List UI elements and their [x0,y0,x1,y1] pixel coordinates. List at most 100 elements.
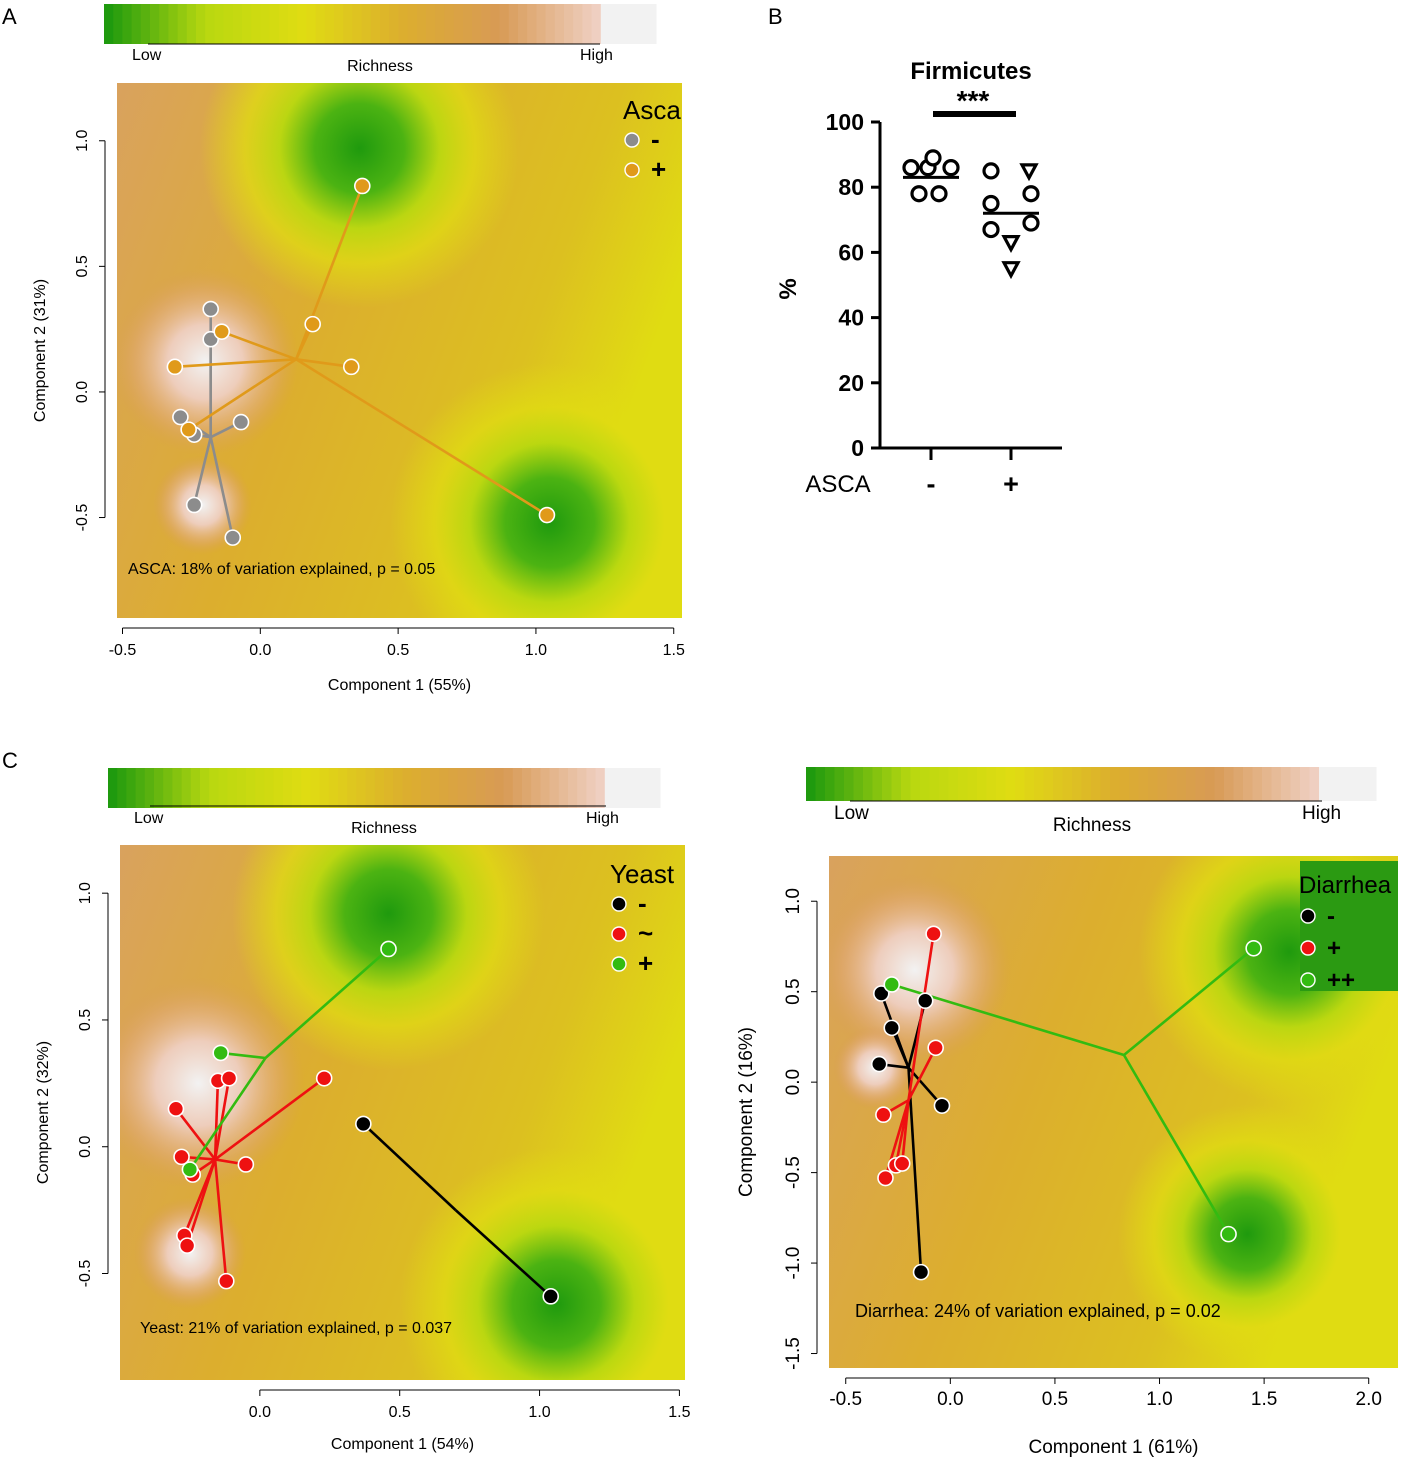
colorbar-high-label: High [1302,803,1341,824]
colorbar-swatch [200,768,210,808]
colorbar-swatch [297,4,307,44]
colorbar-swatch [568,768,578,808]
colorbar-swatch [1129,767,1140,801]
colorbar-swatch [1034,767,1045,801]
y-tick-label: -0.5 [77,1260,94,1288]
colorbar-swatch [117,768,127,808]
colorbar-swatch [273,768,284,808]
variation-annotation: ASCA: 18% of variation explained, p = 0.… [128,561,435,578]
colorbar-swatch [939,767,950,801]
spider-line [213,1080,220,1160]
sample-point [912,1263,930,1281]
colorbar-swatch [582,4,593,44]
sample-point [213,323,231,340]
colorbar-swatch [485,768,495,808]
colorbar-swatch [384,768,394,808]
spider-line [187,358,297,431]
x-tick-label: 0.0 [937,1389,963,1410]
sample-point [224,529,242,546]
legend-label: ++ [1327,967,1355,994]
colorbar-swatch [650,768,661,808]
colorbar-swatch [439,768,449,808]
colorbar-swatch [1062,767,1073,801]
sample-circle [1022,185,1040,203]
spider-line [454,1209,552,1298]
colorbar-swatch [1148,767,1159,801]
spider-line [900,1100,910,1164]
panel-label-b: B [768,4,783,29]
y-tick-label: 0.0 [77,1136,94,1158]
sample-point [315,1069,333,1087]
colorbar-swatch [1091,767,1102,801]
colorbar-swatch [264,768,275,808]
colorbar-swatch [380,4,390,44]
colorbar-swatch [260,4,271,44]
colorbar-swatch [122,4,133,44]
colorbar-swatch [472,4,482,44]
colorbar-swatch [1081,767,1092,801]
y-tick-label: 0.0 [783,1069,804,1095]
colorbar-swatch [910,767,921,801]
colorbar-swatch [996,767,1007,801]
sample-circle [982,220,1000,239]
sample-circle [902,159,920,177]
colorbar-swatch [356,768,367,808]
legend-title: Diarrhea [1299,872,1392,899]
y-axis-title: % [775,278,802,299]
x-tick-label: - [927,469,936,499]
colorbar-swatch [242,4,252,44]
colorbar-swatch [1338,767,1349,801]
sample-triangle [1001,235,1021,253]
x-tick-label: -0.5 [829,1389,862,1410]
colorbar-swatch [177,4,188,44]
sample-point [173,1148,190,1166]
colorbar-swatch [518,4,528,44]
x-tick-label: 1.0 [1146,1389,1172,1410]
colorbar-swatch [190,768,201,808]
colorbar-swatch [214,4,225,44]
colorbar-swatch [844,767,855,801]
colorbar-swatch [499,4,510,44]
colorbar-swatch [554,4,565,44]
colorbar-swatch [1005,767,1016,801]
sample-point [355,1115,372,1133]
colorbar-swatch [223,4,234,44]
legend-swatch [1300,908,1316,924]
colorbar-swatch [1233,767,1244,801]
legend-title: Asca [623,95,681,125]
colorbar-swatch [370,4,381,44]
variation-annotation: Diarrhea: 24% of variation explained, p … [855,1301,1221,1321]
factor-label: ASCA [805,471,870,498]
chart-title: Firmicutes [910,58,1031,85]
colorbar-swatch [430,768,440,808]
colorbar-swatch [512,768,523,808]
colorbar-swatch [1319,767,1330,801]
legend-label: + [651,154,666,184]
colorbar-swatch [159,4,169,44]
colorbar-swatch [958,767,969,801]
colorbar-swatch [545,4,556,44]
spider-line [294,185,364,360]
panel-label-c: C [2,748,18,773]
colorbar-swatch [301,768,311,808]
x-tick-label: 0.0 [249,1404,271,1421]
sample-point [342,358,360,376]
colorbar-swatch [948,767,959,801]
spider-line [295,358,548,517]
spider-line [188,1057,267,1171]
legend-swatch [624,132,640,148]
colorbar-swatch [628,4,639,44]
y-axis-title: Component 2 (16%) [736,1027,757,1197]
spider-line [907,1066,943,1107]
colorbar-swatch [209,768,219,808]
sample-circle [982,194,1000,213]
colorbar-swatch [113,4,123,44]
spider-line [907,933,935,1101]
colorbar-swatch [1072,767,1083,801]
legend-swatch [624,162,640,178]
colorbar-swatch [564,4,574,44]
colorbar-swatch [901,767,912,801]
colorbar-low-label: Low [834,803,869,824]
sample-point [1245,939,1262,957]
